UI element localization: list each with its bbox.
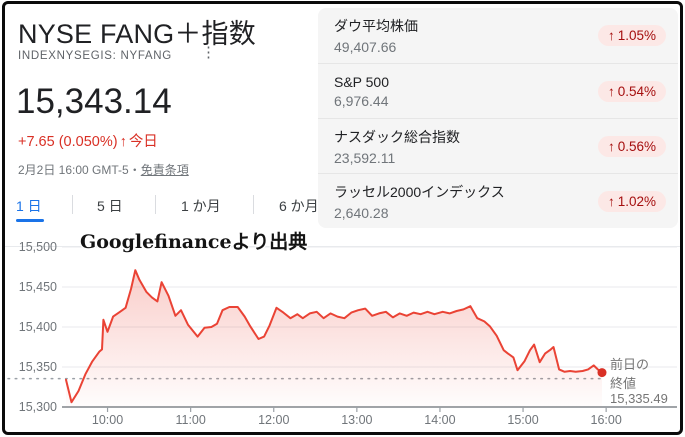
current-price: 15,343.14 [16,82,172,121]
range-tab-label: 6 か月 [279,198,319,214]
svg-text:15:00: 15:00 [507,413,538,427]
index-change-badge: ↑ 1.02% [597,190,666,212]
market-indices-card: ダウ平均株価 49,407.66 ↑ 1.05% S&P 500 6,976.44… [318,8,678,228]
svg-text:前日の: 前日の [610,357,649,372]
index-change-value: 1.02% [617,193,656,209]
index-name: ラッセル2000インデックス [334,183,505,200]
range-tab-3[interactable]: 1 か月 [181,196,221,216]
index-list-item[interactable]: S&P 500 6,976.44 ↑ 0.54% [318,63,678,118]
index-name: S&P 500 [334,73,390,90]
index-list-item[interactable]: ナスダック総合指数 23,592.11 ↑ 0.56% [318,118,678,173]
change-value: +7.65 (0.050%) [18,134,118,150]
range-tab-label: 5 日 [97,198,123,214]
index-value: 49,407.66 [334,39,397,55]
svg-text:14:00: 14:00 [424,413,455,427]
svg-text:終値: 終値 [610,376,636,391]
svg-text:10:00: 10:00 [92,413,123,427]
index-change-badge: ↑ 1.05% [597,25,666,46]
range-tab-label: 1 か月 [181,198,221,214]
index-change-value: 1.05% [617,28,656,43]
svg-text:12:00: 12:00 [258,413,289,427]
svg-text:15,450: 15,450 [19,280,57,294]
tab-separator [155,195,156,214]
up-arrow-icon: ↑ [119,134,127,150]
svg-text:15,335.49: 15,335.49 [610,391,668,406]
svg-text:16:00: 16:00 [591,413,622,427]
ticker-symbol: INDEXNYSEGIS: NYFANG [18,50,172,62]
svg-text:15,300: 15,300 [19,400,57,414]
index-list-item[interactable]: ラッセル2000インデックス 2,640.28 ↑ 1.02% [318,173,678,228]
page-title: NYSE FANG＋指数 [18,19,256,49]
index-value: 2,640.28 [334,204,389,221]
active-tab-underline [16,219,44,222]
svg-text:13:00: 13:00 [341,413,372,427]
tab-separator [253,195,254,214]
index-value: 23,592.11 [334,149,396,166]
more-options-icon[interactable]: ⋮ [201,44,216,61]
tab-separator [72,195,73,214]
up-arrow-icon: ↑ [607,83,615,99]
range-tab-4[interactable]: 6 か月 [279,196,319,216]
change-period: 今日 [128,134,158,150]
range-tab-label: 1 日 [16,198,42,214]
svg-text:15,350: 15,350 [19,360,57,374]
source-annotation: Googlefinanceより出典 [80,231,308,253]
index-change-value: 0.54% [617,83,656,99]
quote-timestamp: 2月2日 16:00 GMT-5・免責条項 [18,163,189,177]
index-change-badge: ↑ 0.56% [597,135,666,157]
up-arrow-icon: ↑ [607,193,615,209]
svg-text:11:00: 11:00 [175,413,205,427]
index-value: 6,976.44 [334,92,389,109]
up-arrow-icon: ↑ [607,138,615,154]
range-tab-1[interactable]: 1 日 [16,196,42,216]
price-change: +7.65 (0.050%) ↑ 今日 [18,130,158,151]
svg-text:15,500: 15,500 [19,240,57,254]
index-change-badge: ↑ 0.54% [597,80,666,102]
range-tab-2[interactable]: 5 日 [97,196,123,216]
disclaimer-link[interactable]: 免責条項 [140,163,189,177]
index-name: ダウ平均株価 [334,18,418,34]
index-list-item[interactable]: ダウ平均株価 49,407.66 ↑ 1.05% [318,8,678,63]
index-name: ナスダック総合指数 [334,128,460,145]
svg-text:15,400: 15,400 [19,320,57,334]
index-change-value: 0.56% [617,138,656,154]
up-arrow-icon: ↑ [607,28,615,43]
